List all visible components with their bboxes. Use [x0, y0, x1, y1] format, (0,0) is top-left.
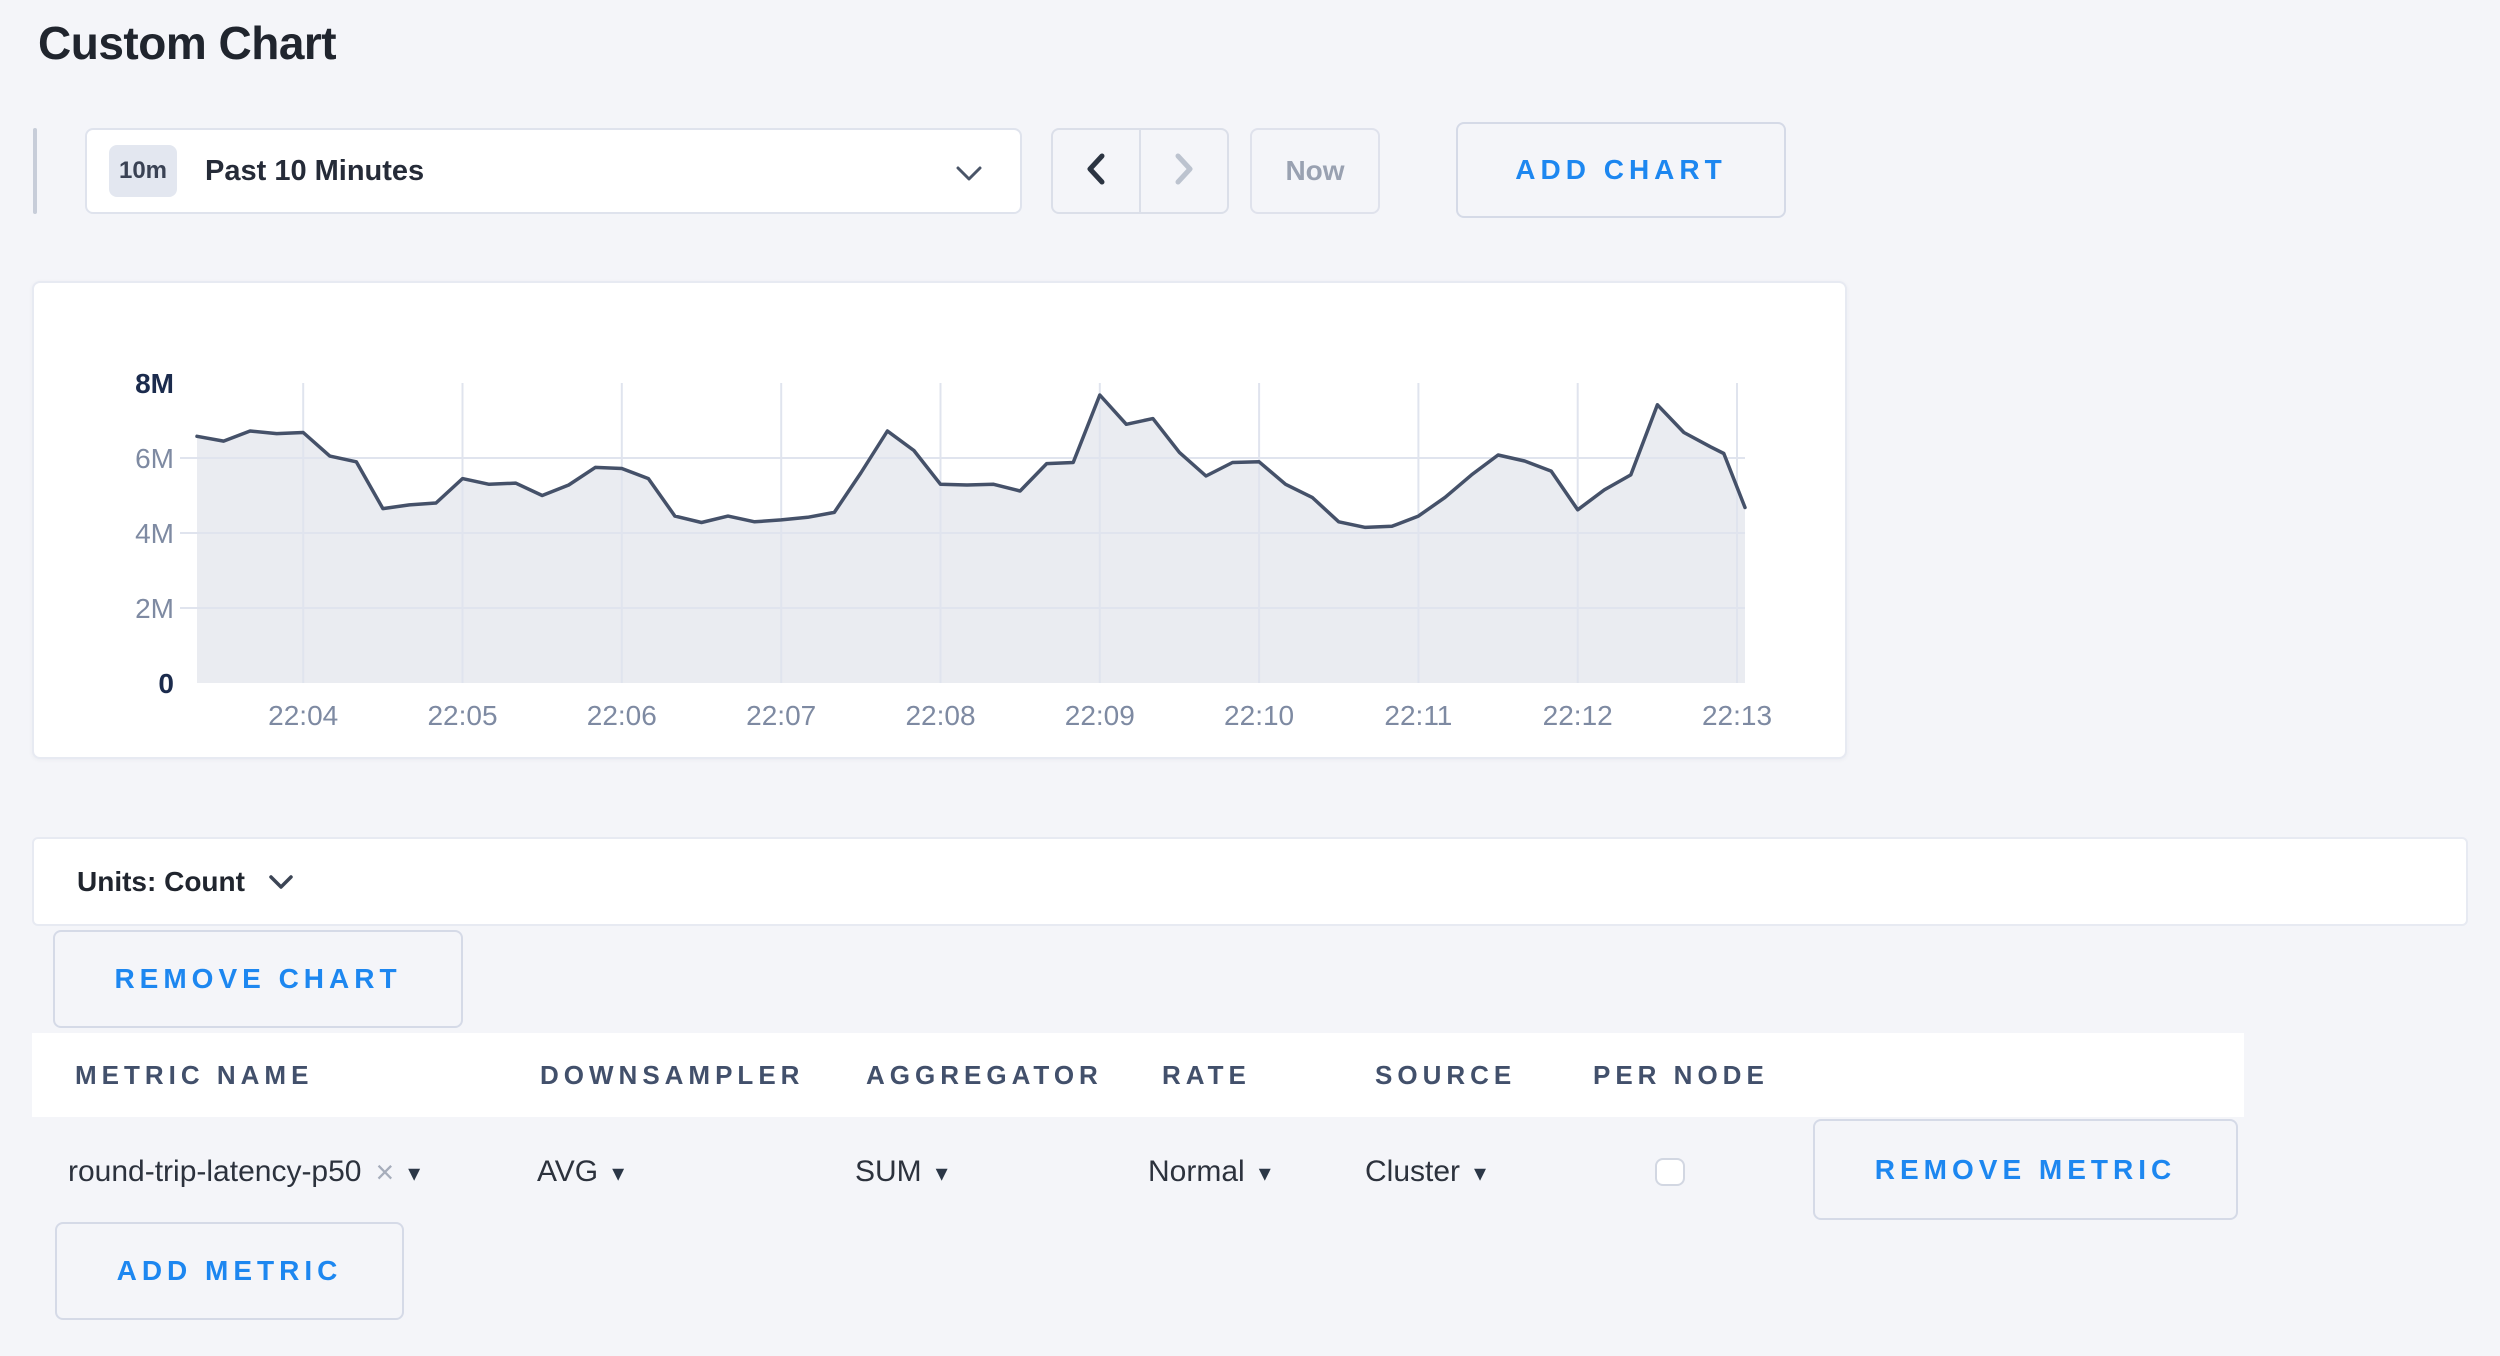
caret-down-icon: ▾: [408, 1160, 421, 1187]
gridlines: [180, 383, 1745, 683]
chevron-down-icon: [956, 166, 982, 187]
metric-name-select[interactable]: round-trip-latency-p50 × ▾: [68, 1140, 420, 1204]
caret-down-icon: ▾: [1474, 1160, 1487, 1187]
downsampler-value: AVG: [537, 1155, 599, 1188]
now-button[interactable]: Now: [1250, 128, 1380, 214]
chevron-right-icon: [1169, 152, 1199, 191]
x-axis: 22:04 22:05 22:06 22:07 22:08 22:09 22:10 22:11…: [268, 700, 1772, 731]
x-axis-tick: 22:09: [1065, 700, 1135, 731]
next-timespan-button[interactable]: [1139, 130, 1227, 212]
x-axis-tick: 22:08: [905, 700, 975, 731]
per-node-checkbox[interactable]: [1655, 1158, 1685, 1186]
time-scale-badge: 10m: [109, 145, 177, 197]
header-source: SOURCE: [1375, 1060, 1517, 1090]
toolbar-accent-bar: [33, 128, 37, 214]
header-aggregator: AGGREGATOR: [866, 1060, 1103, 1090]
header-per-node: PER NODE: [1593, 1060, 1769, 1090]
y-axis-tick: 0: [158, 668, 174, 699]
x-axis-tick: 22:04: [268, 700, 338, 731]
x-axis-tick: 22:11: [1384, 700, 1452, 731]
time-pager: [1051, 128, 1229, 214]
aggregator-select[interactable]: SUM ▾: [855, 1140, 948, 1204]
page-title: Custom Chart: [38, 17, 337, 69]
chevron-down-icon: [269, 874, 293, 895]
y-axis-tick: 8M: [135, 368, 174, 399]
add-chart-button[interactable]: ADD CHART: [1456, 122, 1786, 218]
source-value: Cluster: [1365, 1155, 1461, 1188]
add-metric-button[interactable]: ADD METRIC: [55, 1222, 404, 1320]
y-axis: 0 2M 4M 6M 8M: [135, 368, 174, 699]
remove-chart-button[interactable]: REMOVE CHART: [53, 930, 463, 1028]
y-axis-tick: 2M: [135, 593, 174, 624]
timeseries-area-chart[interactable]: 22:04 22:05 22:06 22:07 22:08 22:09 22:10 22:11…: [34, 283, 1849, 761]
metrics-header-row: [32, 1033, 2244, 1117]
units-label: Units: Count: [77, 865, 245, 897]
y-axis-tick: 4M: [135, 518, 174, 549]
header-rate: RATE: [1162, 1060, 1251, 1090]
downsampler-select[interactable]: AVG ▾: [537, 1140, 624, 1204]
aggregator-value: SUM: [855, 1155, 922, 1188]
units-select[interactable]: Units: Count: [32, 837, 2468, 926]
caret-down-icon: ▾: [935, 1160, 948, 1187]
remove-metric-button[interactable]: REMOVE METRIC: [1813, 1119, 2238, 1220]
chart-card: 22:04 22:05 22:06 22:07 22:08 22:09 22:10 22:11…: [32, 281, 1847, 759]
x-axis-tick: 22:13: [1702, 700, 1772, 731]
metric-name-value: round-trip-latency-p50: [68, 1155, 362, 1188]
caret-down-icon: ▾: [612, 1160, 625, 1187]
rate-value: Normal: [1148, 1155, 1245, 1188]
x-axis-tick: 22:05: [427, 700, 497, 731]
x-axis-tick: 22:06: [587, 700, 657, 731]
source-select[interactable]: Cluster ▾: [1365, 1140, 1486, 1204]
prev-timespan-button[interactable]: [1053, 130, 1139, 212]
header-metric-name: METRIC NAME: [75, 1060, 314, 1090]
series-line: [195, 393, 1747, 530]
y-axis-tick: 6M: [135, 443, 174, 474]
time-range-select[interactable]: 10m Past 10 Minutes: [85, 128, 1022, 214]
caret-down-icon: ▾: [1258, 1160, 1271, 1187]
header-downsampler: DOWNSAMPLER: [540, 1060, 805, 1090]
time-range-label: Past 10 Minutes: [205, 154, 425, 187]
rate-select[interactable]: Normal ▾: [1148, 1140, 1271, 1204]
clear-icon[interactable]: ×: [375, 1154, 395, 1190]
chevron-left-icon: [1081, 152, 1111, 191]
x-axis-tick: 22:10: [1224, 700, 1294, 731]
x-axis-tick: 22:07: [746, 700, 816, 731]
area-fill: [197, 395, 1745, 683]
x-axis-tick: 22:12: [1543, 700, 1613, 731]
